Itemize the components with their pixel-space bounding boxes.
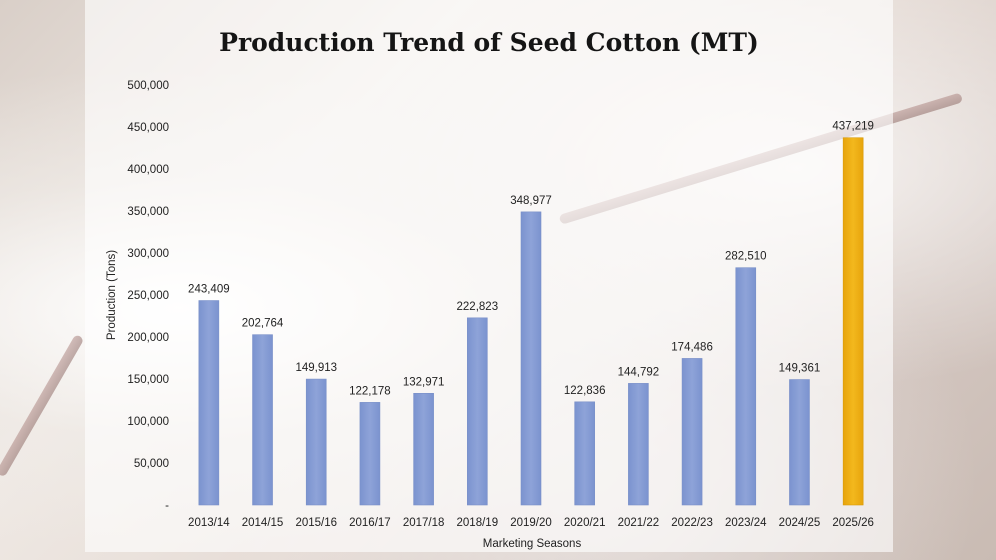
x-tick-label: 2022/23: [671, 517, 713, 529]
bar: [198, 300, 220, 506]
bar: [789, 379, 810, 506]
y-axis-label: Production (Tons): [106, 250, 118, 340]
y-tick-label: 300,000: [127, 248, 169, 260]
x-tick-label: 2020/21: [564, 517, 606, 529]
x-tick-label: 2013/14: [188, 517, 230, 529]
bar: [252, 334, 273, 506]
bar: [681, 358, 703, 506]
x-tick-label: 2024/25: [779, 517, 821, 529]
y-tick-label: 100,000: [127, 416, 169, 428]
data-label: 282,510: [725, 251, 767, 263]
chart-panel: [85, 0, 893, 552]
bar: [305, 378, 327, 506]
data-label: 149,361: [779, 363, 821, 375]
y-tick-label: 50,000: [134, 458, 169, 470]
y-tick-label: 500,000: [127, 80, 169, 92]
bar: [574, 401, 595, 506]
x-axis-ticks: 2013/14 2014/15 2015/16 2016/17 2017/18 2018/…: [188, 517, 874, 529]
x-tick-label: 2017/18: [403, 517, 445, 529]
x-tick-label: 2025/26: [832, 517, 874, 529]
data-label: 132,971: [403, 376, 445, 388]
data-label: 122,178: [349, 385, 391, 397]
x-tick-label: 2023/24: [725, 517, 767, 529]
y-axis-ticks: - 50,000 100,000 150,000 200,000 250,000 300,0…: [127, 80, 169, 512]
x-tick-label: 2018/19: [457, 517, 499, 529]
data-label: 122,836: [564, 385, 606, 397]
y-tick-label: 350,000: [127, 206, 169, 218]
data-label: 149,913: [295, 362, 337, 374]
data-label: 243,409: [188, 284, 230, 296]
x-tick-label: 2015/16: [295, 517, 337, 529]
y-tick-label: 250,000: [127, 290, 169, 302]
bar: [520, 211, 542, 506]
data-label: 437,219: [832, 121, 874, 133]
data-label: 144,792: [618, 366, 660, 378]
x-tick-label: 2021/22: [618, 517, 660, 529]
bar: [628, 383, 649, 506]
y-tick-label: 200,000: [127, 332, 169, 344]
x-tick-label: 2019/20: [510, 517, 552, 529]
x-tick-label: 2016/17: [349, 517, 391, 529]
bar: [359, 402, 381, 506]
bar: [735, 267, 757, 506]
bar: [467, 317, 488, 506]
data-label: 174,486: [671, 341, 713, 353]
data-labels: 243,409 202,764 149,913 122,178 132,971 222,8…: [188, 121, 874, 398]
chart-title: Production Trend of Seed Cotton (MT): [219, 28, 759, 57]
data-label: 222,823: [457, 301, 499, 313]
x-tick-label: 2014/15: [242, 517, 284, 529]
bar: [842, 137, 864, 506]
y-tick-label: 400,000: [127, 164, 169, 176]
bar: [413, 393, 434, 506]
y-tick-label: 150,000: [127, 374, 169, 386]
y-tick-label: 450,000: [127, 122, 169, 134]
data-label: 202,764: [242, 318, 284, 330]
y-tick-label: -: [165, 500, 169, 512]
x-axis-label: Marketing Seasons: [483, 538, 582, 550]
data-label: 348,977: [510, 195, 552, 207]
bars: [198, 137, 864, 506]
